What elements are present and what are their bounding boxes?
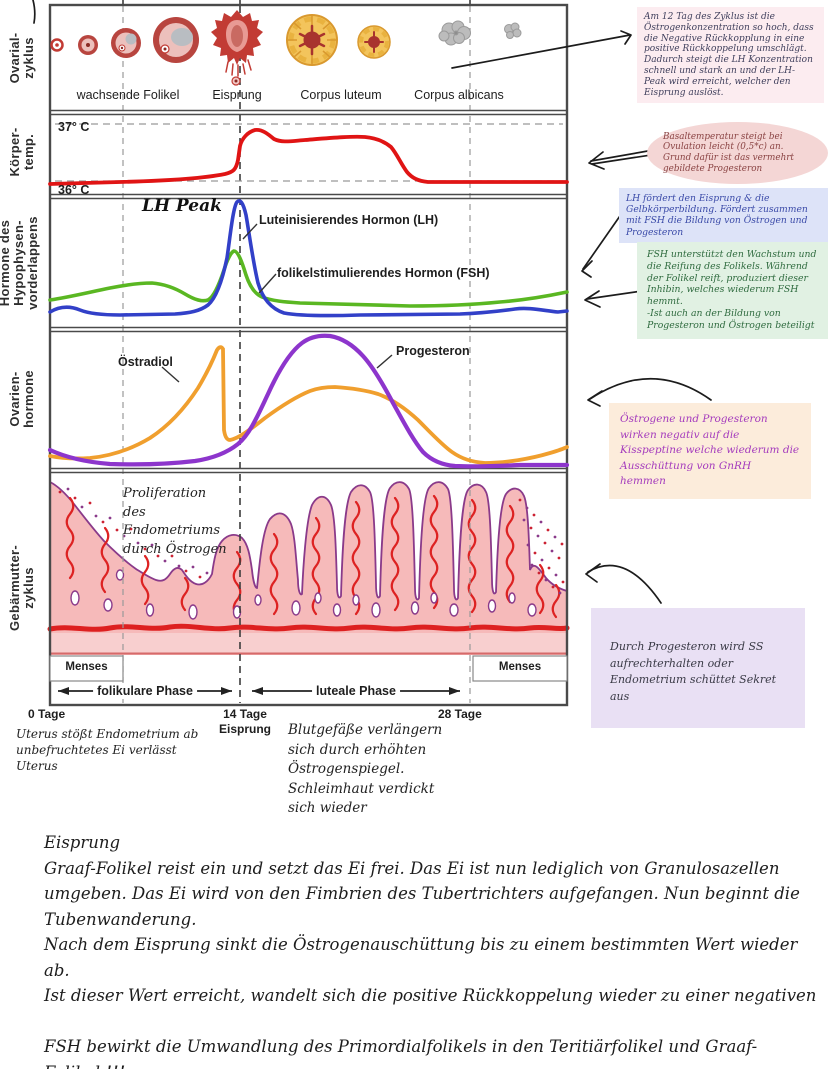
top-left-arrow-fragment: [32, 0, 36, 24]
ovulation-illustration: [211, 10, 263, 86]
note-fsh-function: FSH unterstützt den Wachstum und die Rei…: [637, 242, 828, 339]
shedding-speckles-left: [58, 487, 209, 579]
ovulation-summary-text: Eisprung Graaf-Folikel reist ein und set…: [44, 833, 817, 1069]
luteal-phase-label: luteale Phase: [312, 684, 400, 698]
stage-label-ovulation: Eisprung: [212, 88, 262, 102]
menses-label-left: Menses: [65, 661, 108, 673]
temperature-curve: [48, 127, 569, 186]
lh-curve-label: Luteinisierendes Hormon (LH): [259, 213, 439, 227]
axis-day-14: 14 Tage Eisprung: [218, 707, 271, 736]
arrow-gnrh-feedback: [589, 377, 712, 401]
stage-label-corpus-albicans: Corpus albicans: [414, 88, 504, 102]
axis-label-ovarial: Ovarial- zyklus: [7, 32, 36, 84]
fsh-curve: [48, 249, 569, 308]
ovarian-hormones-plot: [47, 333, 570, 469]
figure-frame: [48, 3, 569, 707]
note-gnrh-feedback: Östrogene und Progesteron wirken negativ…: [609, 403, 811, 499]
shedding-speckles-right: [518, 498, 565, 595]
menses-handwritten-note: Uterus stößt Endometrium ab unbefruchtet…: [16, 727, 199, 773]
endometrial-glands: [70, 569, 537, 620]
note-basal-temperature: Basaltemperatur steigt bei Ovulation lei…: [647, 122, 828, 184]
follicular-phase-label: folikulare Phase: [93, 684, 197, 698]
temp-tick-37: 37° C: [58, 120, 90, 134]
corpus-luteum-illustration: [286, 14, 338, 66]
corpus-albicans-illustration: [438, 20, 522, 46]
stage-label-growing-follicles: wachsende Folikel: [76, 88, 180, 102]
temperature-plot: [48, 123, 569, 186]
proliferation-note: Proliferation des Endometriums durch Öst…: [123, 486, 227, 557]
follicle-stages-illustration: [50, 10, 522, 86]
axis-label-pituitary: Hormone des Hypophysen- vorderlappens: [0, 216, 40, 310]
phase-row: [49, 655, 568, 695]
note-lh-peak-cause: Am 12 Tag des Zyklus ist die Östrogenkon…: [637, 7, 824, 104]
arrow-to-lh-note: [451, 34, 631, 69]
axis-label-ovarian: Ovarien- hormone: [7, 370, 36, 428]
progesterone-label: Progesteron: [396, 344, 470, 358]
note-lh-function: LH fördert den Eisprung & die Gelbkörper…: [619, 188, 828, 243]
axis-label-temperature: Körper- temp.: [7, 127, 36, 177]
note-progesterone-ss: Durch Progesteron wird SS aufrechterhalt…: [591, 608, 805, 728]
vessels-handwritten-note: Blutgefäße verlängern sich durch erhöhte…: [288, 722, 443, 816]
axis-day-0: 0 Tage: [28, 707, 66, 721]
axis-label-uterine: Gebärmutter- zyklus: [7, 545, 36, 631]
axis-day-28: 28 Tage: [438, 707, 482, 721]
lh-curve: [48, 199, 569, 318]
fsh-curve-label: folikelstimulierendes Hormon (FSH): [277, 266, 490, 280]
temp-tick-36: 36° C: [58, 183, 90, 197]
estradiol-label: Östradiol: [118, 355, 173, 369]
cycle-figure-graphics: [47, 0, 570, 707]
arrow-progesterone-ss: [587, 564, 662, 604]
progesterone-curve: [47, 333, 570, 469]
stage-label-corpus-luteum: Corpus luteum: [300, 88, 382, 102]
menses-label-right: Menses: [498, 661, 542, 673]
endometrium-illustration: [47, 481, 570, 655]
annotation-arrows: [32, 0, 712, 604]
lh-peak-note: LH Peak: [142, 196, 222, 216]
corpus-luteum-regressing: [357, 25, 391, 59]
estradiol-curve: [48, 345, 569, 465]
pituitary-hormones-plot: [48, 199, 569, 318]
